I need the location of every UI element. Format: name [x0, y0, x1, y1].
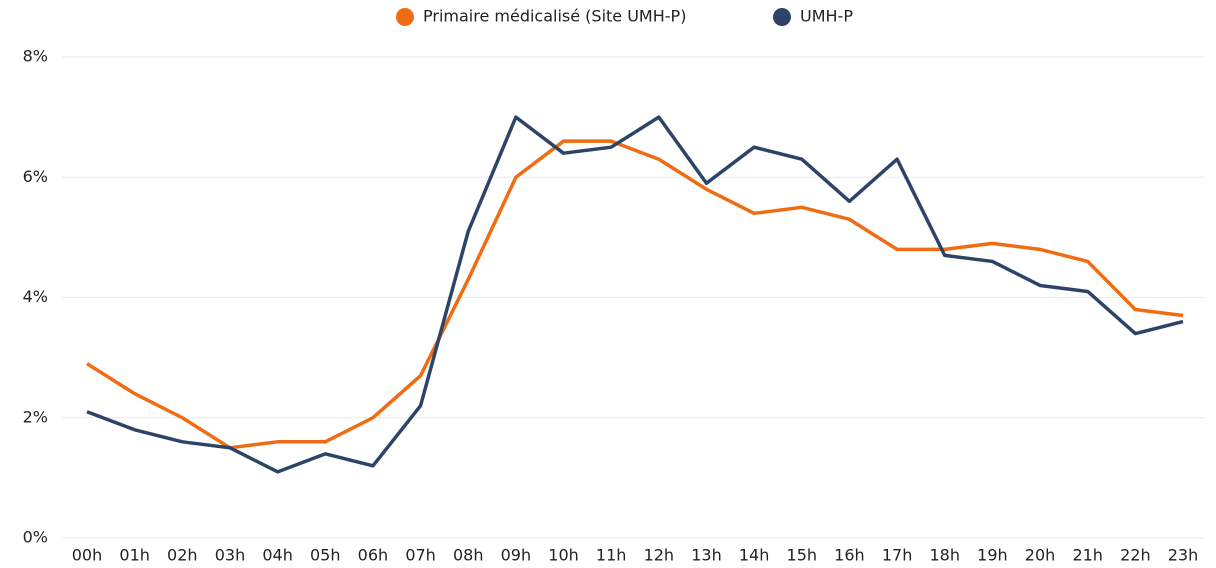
y-tick-label: 4%	[23, 287, 48, 306]
y-tick-label: 2%	[23, 407, 48, 426]
y-tick-label: 6%	[23, 167, 48, 186]
x-tick-label: 14h	[739, 546, 770, 565]
x-tick-label: 06h	[358, 546, 389, 565]
x-tick-label: 16h	[834, 546, 865, 565]
x-tick-label: 20h	[1025, 546, 1056, 565]
x-tick-label: 13h	[691, 546, 722, 565]
legend-label: UMH-P	[800, 7, 853, 26]
x-tick-label: 04h	[262, 546, 293, 565]
x-tick-label: 19h	[977, 546, 1008, 565]
legend-marker	[396, 8, 414, 26]
x-tick-label: 03h	[215, 546, 246, 565]
x-tick-label: 08h	[453, 546, 484, 565]
x-tick-label: 07h	[405, 546, 436, 565]
x-tick-label: 00h	[72, 546, 103, 565]
x-tick-label: 11h	[596, 546, 627, 565]
x-tick-label: 12h	[644, 546, 675, 565]
x-tick-label: 21h	[1072, 546, 1103, 565]
y-tick-label: 0%	[23, 528, 48, 547]
x-tick-label: 23h	[1168, 546, 1199, 565]
x-tick-label: 05h	[310, 546, 341, 565]
x-tick-label: 17h	[882, 546, 913, 565]
x-tick-label: 01h	[119, 546, 150, 565]
x-tick-label: 10h	[548, 546, 579, 565]
line	[86, 139, 1184, 450]
legend-label: Primaire médicalisé (Site UMH-P)	[423, 7, 686, 26]
x-tick-label: 22h	[1120, 546, 1151, 565]
x-tick-label: 18h	[929, 546, 960, 565]
line	[86, 115, 1184, 474]
legend-marker	[773, 8, 791, 26]
y-tick-label: 8%	[23, 47, 48, 66]
x-tick-label: 02h	[167, 546, 198, 565]
x-tick-label: 15h	[787, 546, 818, 565]
x-tick-label: 09h	[501, 546, 532, 565]
